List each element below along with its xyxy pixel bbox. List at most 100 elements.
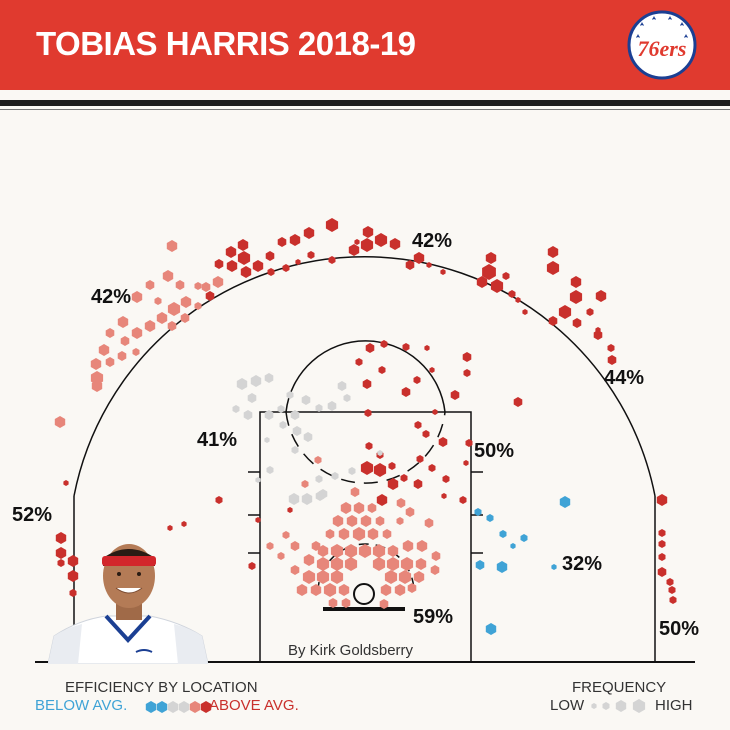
- shot-hexagon: [570, 276, 582, 288]
- three-point-arc: [73, 256, 656, 497]
- shot-hexagon: [295, 259, 301, 265]
- shot-hexagon: [372, 557, 386, 571]
- legend-efficiency-swatch: [189, 701, 201, 713]
- shot-hexagon: [348, 244, 360, 256]
- legend-efficiency-swatch: [178, 701, 190, 713]
- shot-hexagon: [400, 474, 408, 482]
- shot-hexagon: [328, 256, 336, 264]
- shot-hexagon: [376, 494, 388, 506]
- shot-hexagon: [166, 240, 178, 252]
- shot-hexagon: [355, 358, 363, 366]
- shot-hexagon: [607, 344, 615, 352]
- shot-hexagon: [485, 252, 497, 264]
- shot-hexagon: [180, 296, 192, 308]
- shot-hexagon: [205, 291, 215, 301]
- shot-hexagon: [496, 561, 508, 573]
- rim: [353, 583, 375, 605]
- shot-hexagon: [237, 251, 251, 265]
- shot-hexagon: [277, 237, 287, 247]
- shot-hexagon: [267, 268, 275, 276]
- shot-hexagon: [236, 378, 248, 390]
- shot-hexagon: [593, 330, 603, 340]
- shot-hexagon: [343, 394, 351, 402]
- shot-hexagon: [432, 409, 438, 415]
- shot-hexagon: [422, 430, 430, 438]
- shot-hexagon: [131, 327, 143, 339]
- shot-hexagon: [302, 570, 316, 584]
- shot-hexagon: [240, 266, 252, 278]
- shot-hexagon: [522, 309, 528, 315]
- shot-hexagon: [595, 290, 607, 302]
- shot-hexagon: [572, 318, 582, 328]
- shot-hexagon: [296, 584, 308, 596]
- shot-hexagon: [551, 564, 557, 570]
- shot-hexagon: [282, 264, 290, 272]
- shot-hexagon: [513, 397, 523, 407]
- shot-hexagon: [465, 439, 473, 447]
- shot-hexagon: [407, 583, 417, 593]
- legend-frequency-label: FREQUENCY: [572, 679, 667, 696]
- shot-hexagon: [156, 312, 168, 324]
- zone-label-top-key: 42%: [412, 230, 452, 252]
- shot-hexagon: [344, 557, 358, 571]
- logo-wordmark: 76ers: [638, 36, 687, 61]
- shot-hexagon: [167, 302, 181, 316]
- shot-hexagon: [558, 305, 572, 319]
- shot-hexagon: [379, 599, 389, 609]
- shot-hexagon: [232, 405, 240, 413]
- shot-hexagon: [389, 238, 401, 250]
- legend-efficiency-swatch: [200, 701, 212, 713]
- shot-hexagon: [55, 532, 67, 544]
- shot-hexagon: [201, 282, 211, 292]
- shot-hexagon: [264, 410, 274, 420]
- shot-hexagon: [362, 226, 374, 238]
- shot-hexagon: [291, 446, 299, 454]
- header-rule-thin: [0, 109, 730, 110]
- zone-label-right-elbow: 50%: [474, 440, 514, 462]
- shot-hexagon: [181, 521, 187, 527]
- shot-hexagon: [666, 578, 674, 586]
- shot-hexagon: [430, 565, 440, 575]
- shot-hexagon: [286, 391, 294, 399]
- shot-hexagon: [331, 472, 339, 480]
- shot-hexagon: [303, 554, 315, 566]
- shot-hexagon: [303, 227, 315, 239]
- shot-hexagon: [401, 387, 411, 397]
- shot-hexagon: [266, 466, 274, 474]
- shot-hexagon: [330, 544, 344, 558]
- shot-hexagon: [282, 531, 290, 539]
- shot-hexagon: [547, 246, 559, 258]
- shot-hexagon: [413, 479, 423, 489]
- shot-hexagon: [384, 570, 398, 584]
- shot-hexagon: [414, 421, 422, 429]
- shot-hexagon: [658, 540, 666, 548]
- shot-hexagon: [459, 496, 467, 504]
- shot-hexagon: [54, 416, 66, 428]
- legend-frequency-swatch: [615, 700, 627, 712]
- shot-hexagon: [463, 369, 471, 377]
- zone-labels: 52% 42% 42% 44% 50% 41% 50% 32% 59%: [12, 230, 699, 640]
- shot-hexagon: [132, 348, 140, 356]
- free-throw-circle-bottom: [285, 411, 446, 484]
- legend-frequency-swatch: [632, 699, 646, 713]
- shot-hexagon: [394, 584, 406, 596]
- title-banner: TOBIAS HARRIS 2018-19 76ers: [0, 0, 730, 90]
- shot-hexagon: [117, 351, 127, 361]
- shot-hexagon: [63, 480, 69, 486]
- legend-efficiency-swatch: [167, 701, 179, 713]
- shot-hexagon: [327, 401, 337, 411]
- shot-hexagon: [387, 478, 399, 490]
- shot-hexagon: [215, 496, 223, 504]
- shot-hexagon: [402, 343, 410, 351]
- shot-hexagon: [510, 543, 516, 549]
- shot-hexagon: [180, 313, 190, 323]
- shot-hexagon: [90, 371, 104, 385]
- zone-label-left-wing: 42%: [91, 286, 131, 308]
- shot-hexagon: [316, 570, 330, 584]
- shot-hexagon: [55, 547, 67, 559]
- shot-hexagon: [515, 297, 521, 303]
- shot-hexagon: [372, 544, 386, 558]
- shot-hexagon: [250, 375, 262, 387]
- shot-hexagon: [328, 598, 338, 608]
